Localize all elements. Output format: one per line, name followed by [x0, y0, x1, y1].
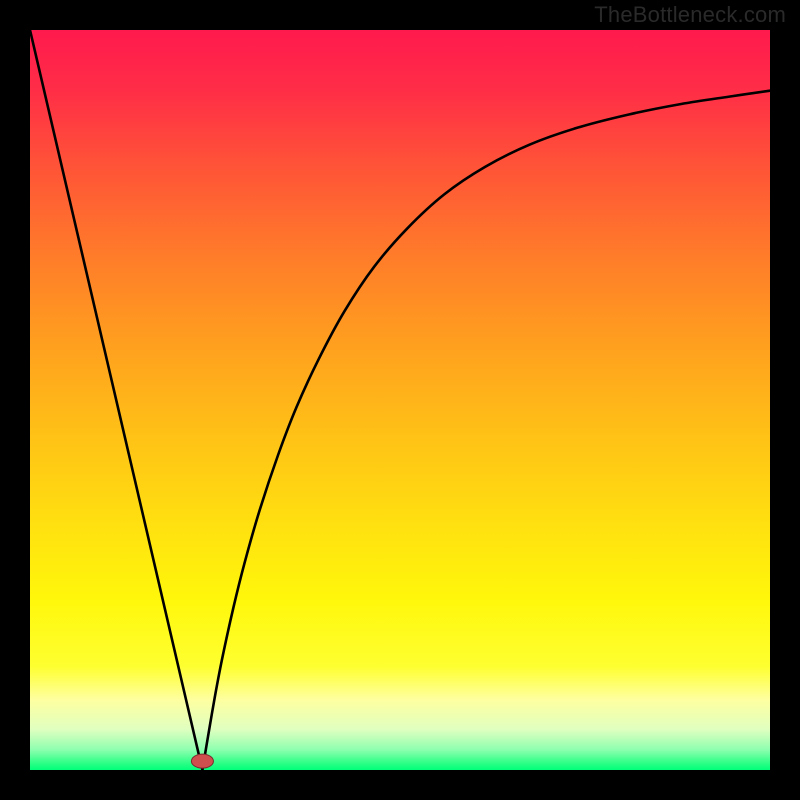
bottleneck-chart: [0, 0, 800, 800]
optimum-marker: [191, 754, 213, 768]
plot-area: [30, 30, 770, 770]
chart-container: TheBottleneck.com: [0, 0, 800, 800]
